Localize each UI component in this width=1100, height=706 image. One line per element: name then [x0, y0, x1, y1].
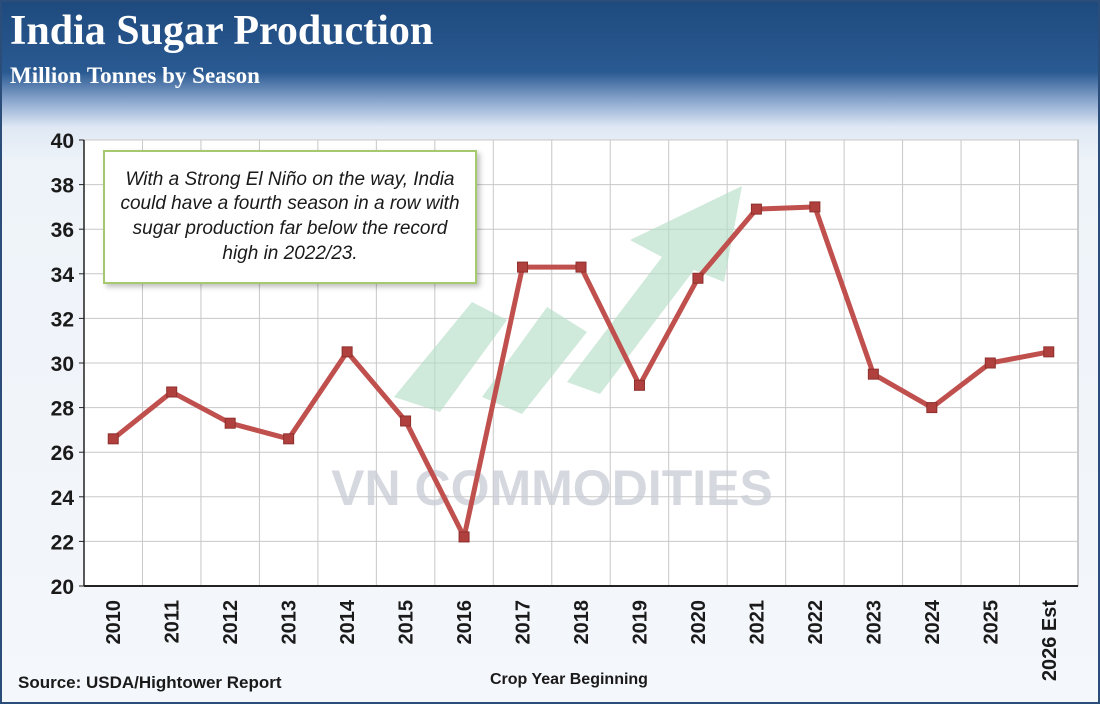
x-tick-label: 2013	[279, 600, 301, 645]
y-tick-label: 24	[51, 487, 75, 510]
data-point-marker	[1043, 346, 1055, 358]
y-tick-label: 36	[51, 219, 74, 242]
x-tick-label: 2025	[980, 600, 1002, 645]
x-tick-label: 2021	[746, 600, 768, 645]
watermark: VN COMMODITIES	[331, 186, 773, 516]
data-point-marker	[750, 203, 762, 215]
watermark-arrow-shape	[394, 186, 742, 414]
x-tick-label: 2022	[805, 600, 827, 645]
x-tick-label: 2016	[454, 600, 476, 645]
x-axis-title: Crop Year Beginning	[490, 671, 648, 688]
data-point-marker	[867, 368, 879, 380]
data-point-marker	[926, 402, 938, 414]
x-tick-label: 2010	[103, 600, 125, 645]
y-tick-label: 32	[51, 308, 74, 331]
x-tick-label: 2026 Est	[1039, 600, 1061, 682]
data-point-marker	[107, 433, 119, 445]
y-tick-label: 26	[51, 442, 74, 465]
x-tick-label: 2012	[220, 600, 242, 645]
y-tick-label: 28	[51, 398, 75, 421]
chart-title: India Sugar Production	[10, 8, 434, 54]
x-tick-label: 2017	[513, 600, 535, 645]
data-point-marker	[984, 357, 996, 369]
series-layer	[107, 201, 1055, 543]
data-point-marker	[575, 261, 587, 273]
x-tick-label: 2018	[571, 600, 593, 645]
y-tick-label: 20	[51, 576, 74, 599]
data-point-marker	[166, 386, 178, 398]
annotation-callout: With a Strong El Niño on the way, India …	[103, 150, 477, 284]
data-point-marker	[224, 417, 236, 429]
y-axis: 20 22 24 26 28 30 32 34 36 38 40	[51, 130, 85, 599]
x-tick-label: 2020	[688, 600, 710, 645]
x-tick-label: 2011	[162, 600, 184, 643]
x-tick-label: 2023	[863, 600, 885, 645]
data-point-marker	[633, 379, 645, 391]
data-point-marker	[517, 261, 529, 273]
y-tick-label: 22	[51, 531, 74, 554]
x-tick-label: 2019	[629, 600, 651, 645]
y-tick-label: 38	[51, 175, 75, 198]
data-point-marker	[809, 201, 821, 213]
chart-subtitle: Million Tonnes by Season	[10, 63, 260, 88]
x-tick-label: 2024	[922, 599, 944, 644]
x-tick-label: 2014	[337, 599, 359, 644]
watermark-text: VN COMMODITIES	[331, 460, 773, 516]
source-note: Source: USDA/Hightower Report	[18, 673, 282, 692]
data-point-marker	[692, 272, 704, 284]
y-tick-label: 40	[51, 130, 74, 153]
data-point-marker	[458, 531, 470, 543]
y-tick-label: 30	[51, 353, 74, 376]
y-tick-label: 34	[51, 264, 75, 287]
data-point-marker	[400, 415, 412, 427]
x-axis: 2010 2011 2012 2013 2014 2015 2016 2017 2018 2019…	[84, 585, 1078, 682]
data-point-marker	[283, 433, 295, 445]
data-point-marker	[341, 346, 353, 358]
x-tick-label: 2015	[396, 600, 418, 645]
